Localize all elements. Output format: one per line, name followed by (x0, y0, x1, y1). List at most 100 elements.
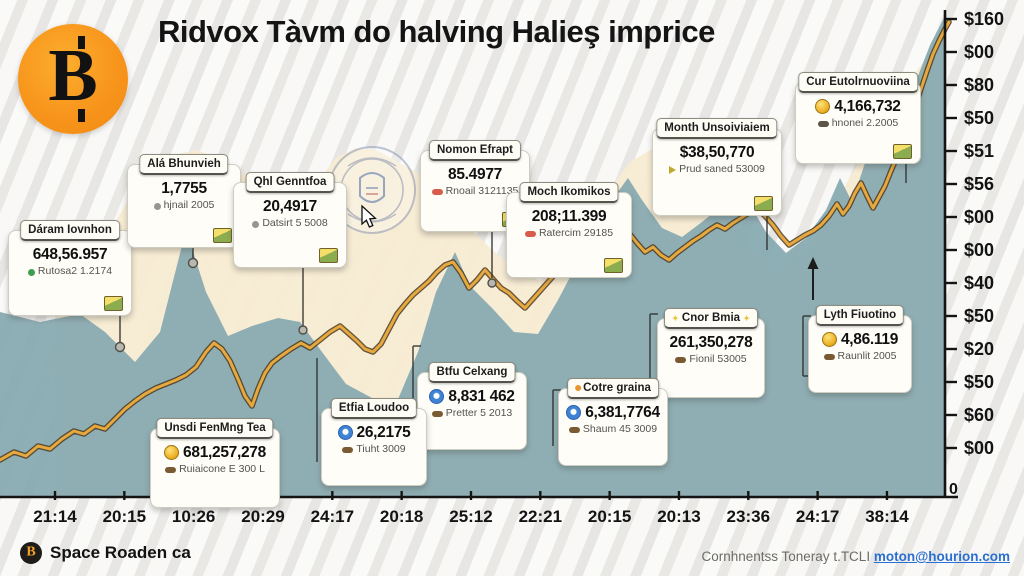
callout-header: Etfia Loudoo (330, 398, 418, 420)
brown-oval-icon (342, 447, 354, 454)
callout-value: 261,350,278 (669, 334, 753, 351)
watermark-seal-icon (328, 146, 416, 234)
callout-value: 4,166,732 (834, 98, 901, 115)
photo-icon (319, 248, 338, 263)
callout-sub: hjnail 2005 (163, 199, 215, 212)
callout-sub: Ruiaicone E 300 L (179, 463, 265, 476)
svg-text:$00: $00 (964, 207, 994, 227)
callout-cur-eutolrnuoviina: Cur Eutolrnuoviina 4,166,732 hnonei 2.20… (795, 72, 921, 164)
callout-header: Qhl Genntfoa (245, 172, 335, 194)
gray-dot-icon (252, 220, 260, 228)
callout-header: Nomon Efrapt (428, 140, 522, 162)
brown-oval-icon (823, 354, 835, 361)
page-title: Ridvox Tàvm do halving Halieş imprice (158, 14, 715, 49)
callout-cotre-graina: Cotre graina 6,381,7764 Shaum 45 3009 (558, 378, 668, 466)
btc-letter: B (48, 35, 98, 118)
svg-text:20:15: 20:15 (103, 507, 146, 526)
svg-text:$51: $51 (964, 141, 994, 161)
brown-oval-icon (568, 427, 580, 434)
callout-header: Moch Ikomikos (519, 182, 619, 204)
btc-bottom-bar (78, 109, 85, 122)
svg-text:38:14: 38:14 (865, 507, 909, 526)
callout-sub: Shaum 45 3009 (582, 423, 658, 436)
photo-icon (893, 144, 912, 159)
callout-etfia-loudoo: Etfia Loudoo 26,2175 Tiuht 3009 (321, 398, 427, 486)
photo-icon (213, 228, 232, 243)
red-oval-icon (524, 231, 536, 238)
svg-text:20:29: 20:29 (241, 507, 284, 526)
green-dot-icon (27, 268, 35, 276)
callout-header: Btfu Celxang (428, 362, 516, 384)
callout-sub: Rutosa2 1.2174 (37, 265, 113, 278)
photo-icon (104, 296, 123, 311)
svg-text:20:15: 20:15 (588, 507, 631, 526)
btc-badge-icon (337, 425, 353, 441)
svg-text:$00: $00 (964, 438, 994, 458)
bitcoin-logo: B (18, 24, 128, 134)
footer-bitcoin-icon: B (20, 542, 42, 564)
btc-badge-icon (566, 405, 582, 421)
svg-text:$20: $20 (964, 339, 994, 359)
svg-text:$50: $50 (964, 372, 994, 392)
callout-value: 1,7755 (161, 180, 207, 197)
footer-brand-text: Space Roaden ca (50, 543, 191, 562)
callout-header: Cotre graina (567, 378, 659, 400)
callout-header: Month Unsoiviaiem (656, 118, 778, 140)
svg-text:$160: $160 (964, 9, 1004, 29)
callout-header: Lyth Fiuotino (815, 305, 905, 327)
callout-value: 208;11.399 (531, 208, 607, 225)
price-line (0, 20, 951, 462)
marker-dots (114, 257, 497, 353)
callout-moch-ikomikos: Moch Ikomikos 208;11.399 Ratercim 29185 (506, 182, 632, 278)
callout-header: Unsdi FenMng Tea (156, 418, 274, 440)
callout-sub: Rnoail 3121135 (445, 185, 519, 198)
callout-qhl-genntfoa: Qhl Genntfoa 20,4917 Datsirt 5 5008 (233, 172, 347, 268)
callout-month-unsoiviaiem: Month Unsoiviaiem $38,50,770 Prud saned … (652, 118, 782, 216)
star-icon: ✦ (743, 314, 750, 323)
callout-daram-iovnhon: Dáram Iovnhon 648,56.957 Rutosa2 1.2174 (8, 220, 132, 316)
callout-sub: Ratercim 29185 (538, 227, 614, 240)
btc-top-bar (78, 36, 85, 49)
svg-text:$00: $00 (964, 240, 994, 260)
callout-sub: Pretter 5 2013 (445, 407, 513, 420)
svg-text:21:14: 21:14 (33, 507, 77, 526)
callout-value: 85.4977 (448, 166, 502, 183)
callout-sub: hnonei 2.2005 (831, 117, 899, 130)
callout-sub: Prud saned 53009 (679, 163, 765, 176)
callout-sub: Fionil 53005 (689, 353, 747, 366)
callout-lyth-fiuotino: Lyth Fiuotino 4,86.119 Raunlit 2005 (808, 305, 912, 393)
svg-text:0: 0 (949, 481, 958, 498)
svg-text:$50: $50 (964, 108, 994, 128)
mouse-cursor-icon (361, 204, 377, 228)
callout-unsdi-fenmng-tea: Unsdi FenMng Tea 681,257,278 Ruiaicone E… (150, 418, 280, 508)
gray-dot-icon (153, 202, 161, 210)
footer-link[interactable]: moton@hourion.com (873, 549, 1010, 564)
callout-sub: Raunlit 2005 (837, 350, 897, 363)
callout-value: $38,50,770 (679, 144, 755, 161)
svg-text:23:36: 23:36 (727, 507, 770, 526)
svg-text:20:18: 20:18 (380, 507, 423, 526)
callout-value: 8,831 462 (448, 388, 515, 405)
brown-oval-icon (675, 357, 687, 364)
callout-value: 20,4917 (263, 198, 317, 215)
callout-sub: Datsirt 5 5008 (262, 217, 328, 230)
dark-oval-icon (817, 121, 829, 128)
star-icon: ✦ (672, 314, 679, 323)
callout-value: 26,2175 (356, 424, 411, 441)
footer-credit: Cornhnentss Toneray t.TCLI moton@hourion… (701, 549, 1010, 564)
svg-text:25:12: 25:12 (449, 507, 492, 526)
svg-text:$40: $40 (964, 273, 994, 293)
svg-text:$60: $60 (964, 405, 994, 425)
callout-value: 648,56.957 (32, 246, 108, 263)
red-oval-icon (431, 189, 443, 196)
callout-value: 4,86.119 (840, 331, 899, 348)
brown-oval-icon (431, 411, 443, 418)
callout-btfu-celxang: Btfu Celxang 8,831 462 Pretter 5 2013 (417, 362, 527, 450)
callout-header: ✦ Cnor Bmia ✦ (664, 308, 758, 330)
footer-brand-block: B Space Roaden ca (20, 542, 191, 564)
svg-text:$80: $80 (964, 75, 994, 95)
svg-text:20:13: 20:13 (657, 507, 700, 526)
callout-ala-bhunvieh: Alá Bhunvieh 1,7755 hjnail 2005 (127, 154, 241, 248)
btc-badge-icon (429, 389, 445, 405)
